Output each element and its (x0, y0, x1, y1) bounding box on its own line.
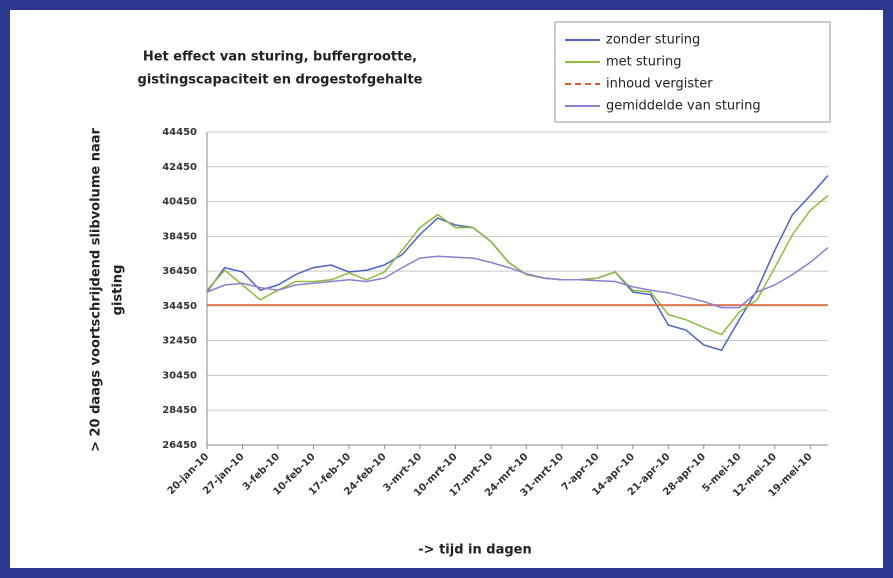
legend-label: met sturing (606, 55, 681, 70)
series-line (206, 247, 829, 309)
y-tick-label: 32450 (162, 336, 197, 347)
series-line (206, 194, 829, 336)
y-tick-label: 26450 (162, 440, 197, 451)
y-tick-label: 40450 (162, 197, 197, 208)
y-tick-label: 34450 (162, 301, 197, 312)
legend-label: inhoud vergister (606, 77, 713, 92)
x-axis-title: -> tijd in dagen (418, 543, 531, 558)
y-axis-title: > 20 daags voortschrijdend slibvolume na… (89, 128, 104, 452)
chart-title: gistingscapaciteit en drogestofgehalte (138, 73, 423, 88)
y-tick-label: 38450 (162, 231, 197, 242)
chart-title: Het effect van sturing, buffergrootte, (143, 50, 417, 65)
y-tick-label: 36450 (162, 266, 197, 277)
y-tick-label: 42450 (162, 162, 197, 173)
y-tick-label: 28450 (162, 405, 197, 416)
y-axis-title: gisting (111, 265, 126, 316)
y-tick-label: 30450 (162, 370, 197, 381)
y-tick-label: 44450 (162, 127, 197, 138)
legend-label: gemiddelde van sturing (606, 99, 761, 114)
legend-label: zonder sturing (606, 33, 700, 48)
legend-box (554, 21, 831, 123)
